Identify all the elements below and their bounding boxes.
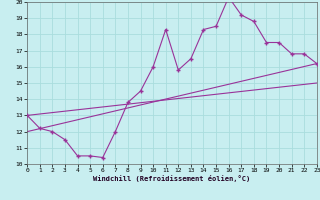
X-axis label: Windchill (Refroidissement éolien,°C): Windchill (Refroidissement éolien,°C)	[93, 175, 251, 182]
